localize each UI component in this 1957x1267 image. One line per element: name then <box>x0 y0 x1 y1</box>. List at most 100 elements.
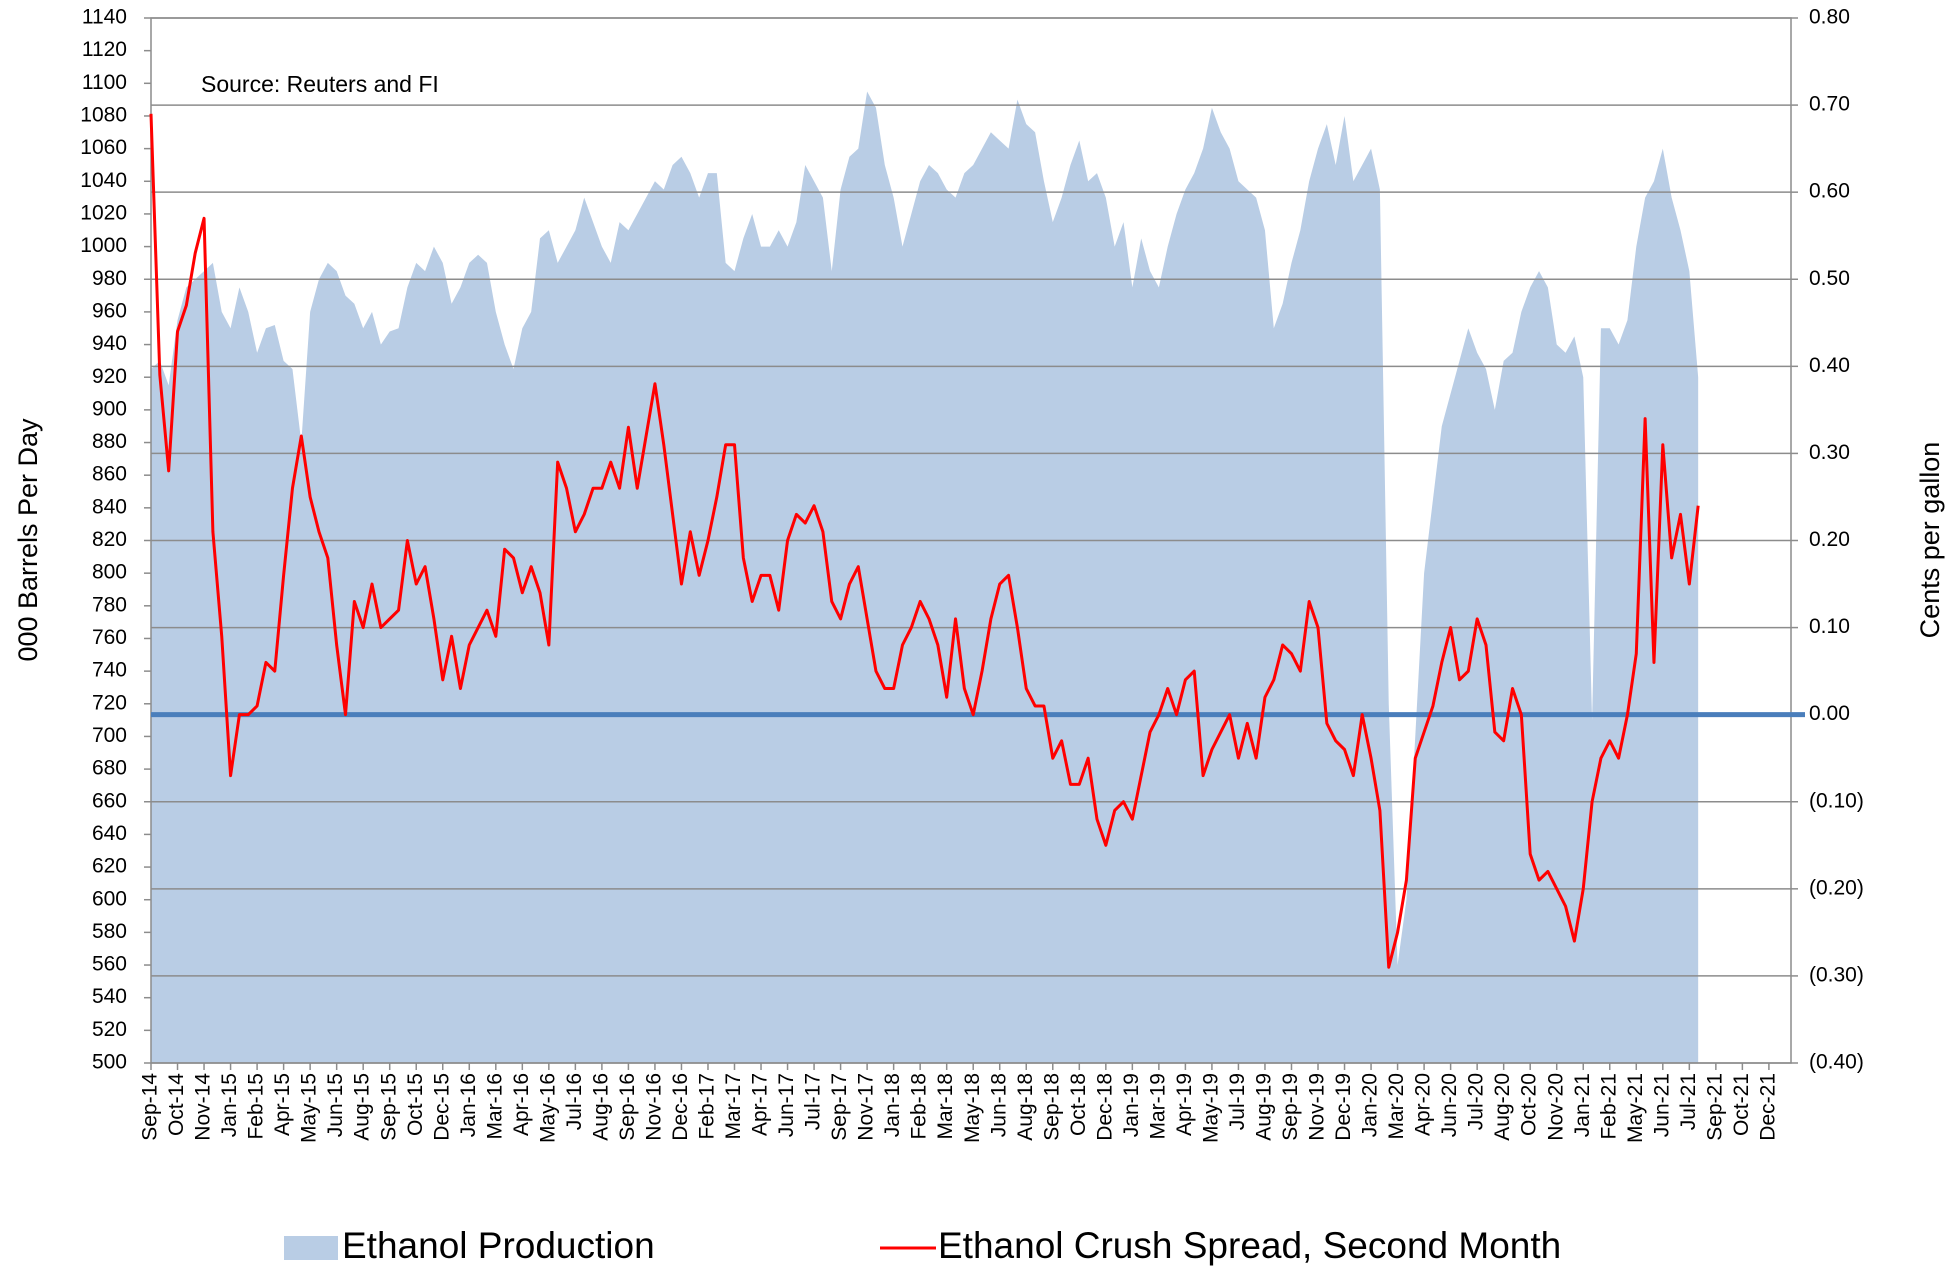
legend-swatch <box>284 1236 338 1260</box>
x-tick-label: Jul-21 <box>1677 1073 1700 1130</box>
x-tick-label: May-18 <box>961 1073 984 1143</box>
line <box>149 113 1700 969</box>
y-tick-label: 620 <box>92 855 127 878</box>
y-tick-label: 540 <box>92 985 127 1008</box>
y-tick-label: 880 <box>92 430 127 453</box>
x-tick-label: Sep-21 <box>1703 1073 1726 1141</box>
y2-tick-label: (0.40) <box>1809 1051 1864 1074</box>
x-tick-label: Sep-19 <box>1279 1073 1302 1141</box>
x-tick-label: Apr-19 <box>1173 1073 1196 1136</box>
x-tick-label: Oct-20 <box>1518 1073 1541 1136</box>
y-tick-label: 580 <box>92 920 127 943</box>
x-tick-label: Sep-16 <box>616 1073 639 1141</box>
x-tick-label: Sep-14 <box>139 1073 162 1141</box>
y-tick-label: 600 <box>92 887 127 910</box>
x-tick-label: Apr-15 <box>271 1073 294 1136</box>
y-axis-title: 000 Barrels Per Day <box>13 418 43 662</box>
x-tick-label: Sep-18 <box>1040 1073 1063 1141</box>
x-tick-label: Jul-16 <box>563 1073 586 1130</box>
x-tick-label: Nov-14 <box>192 1073 215 1141</box>
x-tick-label: Jan-21 <box>1571 1073 1594 1137</box>
x-tick-label: Oct-14 <box>165 1073 188 1136</box>
y2-tick-label: 0.80 <box>1809 6 1850 29</box>
x-tick-label: Oct-15 <box>404 1073 427 1136</box>
area <box>151 91 1699 1064</box>
legend-label: Ethanol Production <box>342 1225 655 1266</box>
x-tick-label: Feb-21 <box>1597 1073 1620 1140</box>
y-tick-label: 520 <box>92 1018 127 1041</box>
y-tick-label: 840 <box>92 495 127 518</box>
x-tick-label: Mar-19 <box>1146 1073 1169 1140</box>
y2-tick-label: 0.70 <box>1809 93 1850 116</box>
y-tick-label: 800 <box>92 561 127 584</box>
y-tick-label: 900 <box>92 397 127 420</box>
x-tick-label: Jun-20 <box>1438 1073 1461 1137</box>
y2-tick-label: (0.30) <box>1809 963 1864 986</box>
y-tick-label: 920 <box>92 365 127 388</box>
y2-tick-label: 0.60 <box>1809 180 1850 203</box>
x-tick-label: Jan-16 <box>457 1073 480 1137</box>
y-tick-label: 720 <box>92 691 127 714</box>
y-tick-label: 1060 <box>80 136 127 159</box>
x-tick-label: Nov-17 <box>855 1073 878 1141</box>
x-tick-label: Dec-19 <box>1332 1073 1355 1141</box>
x-tick-label: Jul-19 <box>1226 1073 1249 1130</box>
x-tick-label: Jun-18 <box>987 1073 1010 1137</box>
y-tick-label: 560 <box>92 953 127 976</box>
x-tick-label: Nov-20 <box>1544 1073 1567 1141</box>
y2-axis-title: Cents per gallon <box>1915 442 1945 639</box>
x-tick-label: Feb-18 <box>908 1073 931 1140</box>
x-tick-label: Jul-17 <box>802 1073 825 1130</box>
y2-tick-label: (0.20) <box>1809 876 1864 899</box>
y2-tick-label: 0.10 <box>1809 615 1850 638</box>
x-tick-label: Jan-19 <box>1120 1073 1143 1137</box>
x-tick-label: Dec-21 <box>1756 1073 1779 1141</box>
y-tick-label: 1120 <box>82 38 127 61</box>
x-tick-label: Aug-18 <box>1014 1073 1037 1141</box>
y-tick-label: 820 <box>92 528 127 551</box>
x-tick-label: Sep-17 <box>828 1073 851 1141</box>
x-tick-label: Mar-20 <box>1385 1073 1408 1140</box>
x-tick-label: Dec-18 <box>1093 1073 1116 1141</box>
x-tick-label: May-16 <box>536 1073 559 1143</box>
x-tick-label: Jun-15 <box>324 1073 347 1137</box>
x-tick-label: Apr-20 <box>1412 1073 1435 1136</box>
x-tick-label: Aug-15 <box>351 1073 374 1141</box>
x-tick-label: Apr-17 <box>749 1073 772 1136</box>
x-tick-label: Oct-21 <box>1730 1073 1753 1136</box>
y-tick-label: 1040 <box>80 169 127 192</box>
x-tick-label: Mar-16 <box>483 1073 506 1140</box>
x-tick-label: Apr-16 <box>510 1073 533 1136</box>
y2-tick-label: 0.00 <box>1809 702 1850 725</box>
y-tick-label: 780 <box>92 593 127 616</box>
y-tick-label: 960 <box>92 299 127 322</box>
x-tick-label: Dec-15 <box>430 1073 453 1141</box>
x-tick-label: Feb-17 <box>696 1073 719 1140</box>
x-tick-label: May-15 <box>298 1073 321 1143</box>
y-tick-label: 1080 <box>80 104 127 127</box>
y-tick-label: 660 <box>92 789 127 812</box>
y-tick-label: 980 <box>92 267 127 290</box>
x-tick-label: Feb-15 <box>245 1073 268 1140</box>
x-tick-label: Mar-18 <box>934 1073 957 1140</box>
y-tick-label: 680 <box>92 757 127 780</box>
y-tick-label: 940 <box>92 332 127 355</box>
x-tick-label: Oct-18 <box>1067 1073 1090 1136</box>
x-tick-label: Nov-16 <box>642 1073 665 1141</box>
y-tick-label: 1000 <box>80 234 127 257</box>
y2-tick-label: 0.40 <box>1809 354 1850 377</box>
x-tick-label: Jan-15 <box>218 1073 241 1137</box>
y-tick-label: 760 <box>92 626 127 649</box>
y-tick-label: 1100 <box>82 71 127 94</box>
y-tick-label: 860 <box>92 463 127 486</box>
legend-label: Ethanol Crush Spread, Second Month <box>938 1225 1561 1266</box>
x-tick-label: Jun-21 <box>1650 1073 1673 1137</box>
x-tick-label: Sep-15 <box>377 1073 400 1141</box>
x-tick-label: Aug-19 <box>1253 1073 1276 1141</box>
y2-tick-label: 0.50 <box>1809 267 1850 290</box>
y2-tick-label: (0.10) <box>1809 789 1864 812</box>
x-tick-label: May-19 <box>1199 1073 1222 1143</box>
x-tick-label: Aug-16 <box>589 1073 612 1141</box>
